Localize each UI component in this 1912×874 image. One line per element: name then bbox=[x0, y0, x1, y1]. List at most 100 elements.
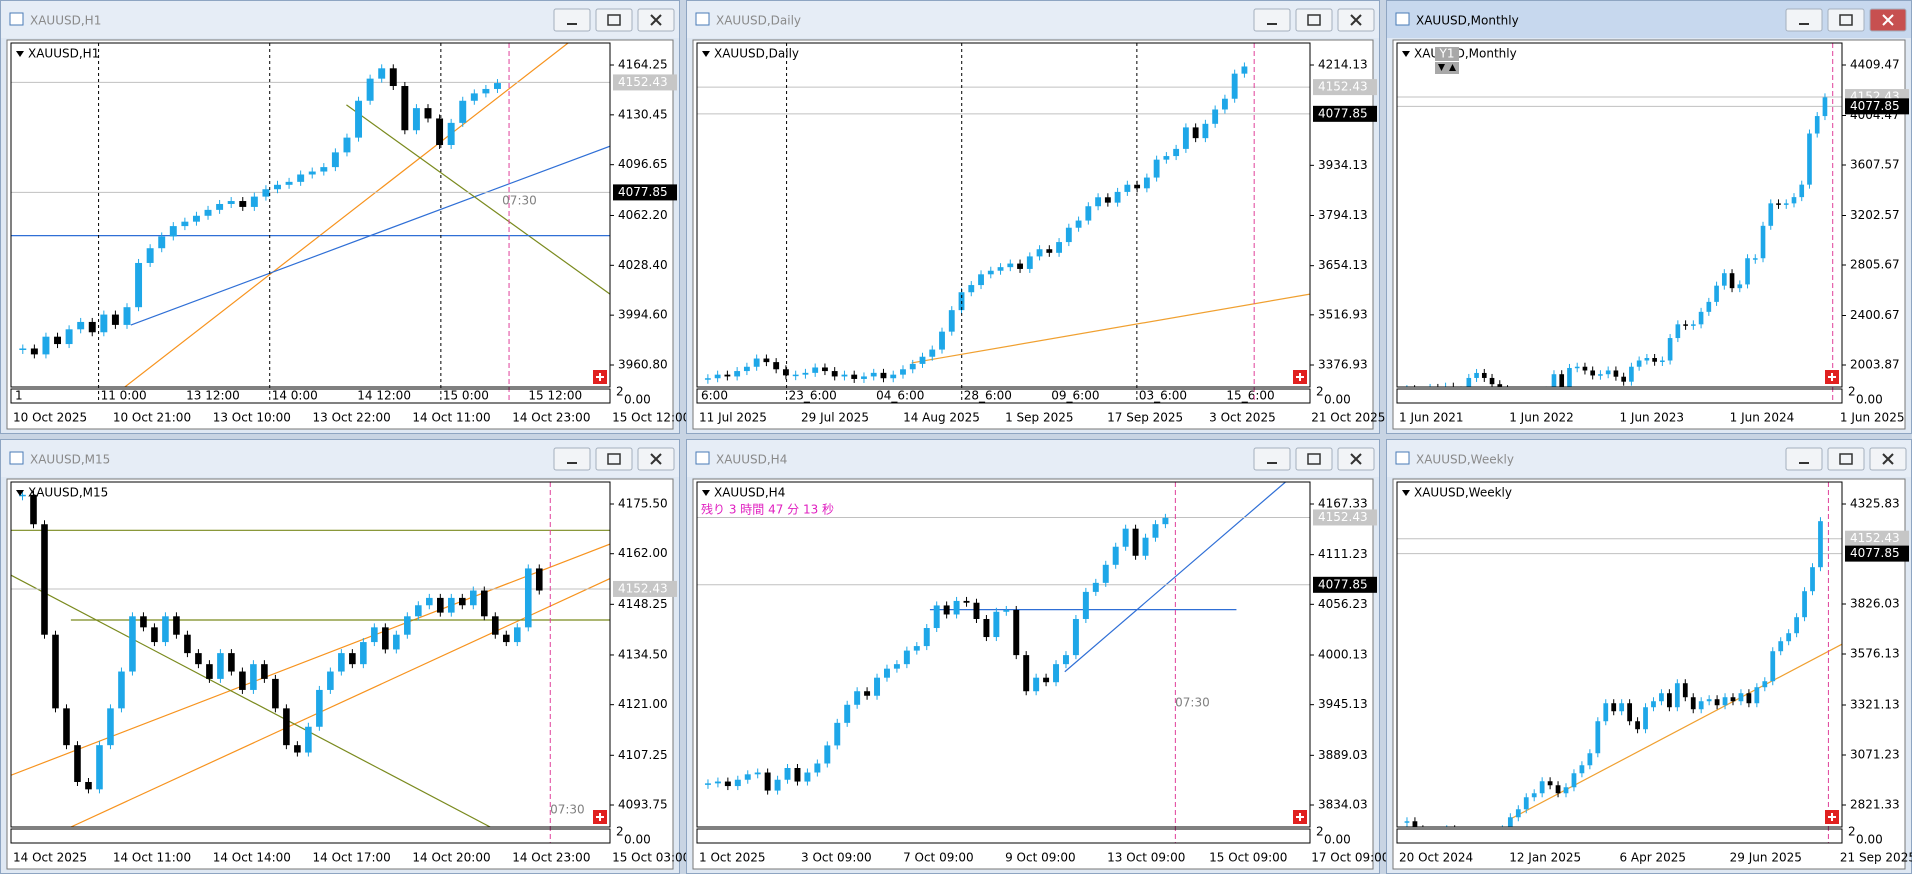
candle bbox=[447, 122, 455, 145]
candle bbox=[1124, 184, 1131, 192]
candle bbox=[331, 152, 339, 168]
chart-window: XAUUSD,H4 4167.33 4111.23 4056.23 4000.13 394… bbox=[686, 439, 1389, 874]
price-label: 4325.83 bbox=[1850, 497, 1900, 511]
close-button[interactable] bbox=[1337, 447, 1375, 471]
maximize-button[interactable] bbox=[1295, 8, 1333, 32]
maximize-button[interactable] bbox=[1827, 447, 1865, 471]
period-marker[interactable] bbox=[1435, 47, 1459, 61]
close-button[interactable] bbox=[637, 447, 675, 471]
candle bbox=[1481, 372, 1487, 378]
candle bbox=[1507, 817, 1513, 827]
candle bbox=[204, 209, 212, 216]
price-label: 2400.67 bbox=[1850, 308, 1900, 322]
minimize-button[interactable] bbox=[1253, 447, 1291, 471]
close-button[interactable] bbox=[637, 8, 675, 32]
candle bbox=[1746, 693, 1752, 704]
candle bbox=[900, 369, 906, 375]
candle bbox=[195, 653, 202, 665]
chart-area bbox=[6, 39, 674, 430]
minimize-button[interactable] bbox=[1785, 447, 1823, 471]
candle bbox=[308, 171, 316, 175]
separator-label: 14 0:00 bbox=[272, 389, 318, 403]
candle bbox=[753, 358, 760, 367]
candle bbox=[953, 600, 960, 615]
period-arrows[interactable] bbox=[1435, 62, 1459, 74]
candle bbox=[993, 611, 1000, 638]
separator-label: 15 12:00 bbox=[528, 389, 582, 403]
maximize-button[interactable] bbox=[595, 8, 633, 32]
price-label: 4134.50 bbox=[618, 647, 668, 661]
minimize-button[interactable] bbox=[1253, 8, 1291, 32]
menu-triangle[interactable] bbox=[16, 51, 24, 57]
candle bbox=[412, 108, 420, 131]
candle bbox=[118, 671, 125, 709]
button-face bbox=[1827, 8, 1865, 32]
candle bbox=[1114, 191, 1121, 203]
candle bbox=[1674, 683, 1680, 708]
maximize-button[interactable] bbox=[1295, 447, 1333, 471]
candle bbox=[1587, 753, 1593, 766]
menu-triangle[interactable] bbox=[1402, 490, 1410, 496]
candle bbox=[1221, 98, 1228, 110]
window-icon bbox=[695, 451, 710, 465]
candle bbox=[844, 704, 851, 723]
candle bbox=[909, 363, 916, 370]
time-label: 14 Oct 14:00 bbox=[213, 851, 291, 865]
menu-triangle[interactable] bbox=[16, 490, 24, 496]
close-button[interactable] bbox=[1337, 8, 1375, 32]
chart-area bbox=[692, 478, 1374, 870]
window-title: XAUUSD,H4 bbox=[716, 453, 787, 467]
minimize-button[interactable] bbox=[1785, 8, 1823, 32]
price-label: 3607.57 bbox=[1850, 158, 1900, 172]
window-title: XAUUSD,M15 bbox=[30, 453, 110, 467]
candle bbox=[834, 722, 841, 746]
candle bbox=[1822, 97, 1828, 117]
time-label: 14 Oct 23:00 bbox=[512, 851, 590, 865]
price-tag bbox=[1313, 79, 1377, 96]
candle bbox=[939, 331, 945, 350]
candle bbox=[1691, 324, 1696, 326]
price-label: 2805.67 bbox=[1850, 258, 1900, 272]
minimize-button[interactable] bbox=[553, 447, 591, 471]
separator-label: 09_6:00 bbox=[1051, 389, 1099, 403]
candle bbox=[1142, 537, 1149, 556]
icon bbox=[1839, 14, 1853, 26]
price-label: 3202.57 bbox=[1850, 208, 1900, 222]
candle bbox=[933, 605, 940, 629]
time-label: 13 Oct 10:00 bbox=[213, 411, 291, 425]
time-label: 13 Oct 09:00 bbox=[1107, 851, 1185, 865]
candle bbox=[54, 336, 61, 345]
button-face bbox=[1785, 447, 1823, 471]
window-icon bbox=[9, 451, 24, 465]
candle bbox=[524, 568, 532, 628]
candle bbox=[250, 664, 257, 690]
window-title: XAUUSD,H1 bbox=[30, 14, 101, 28]
menu-triangle[interactable] bbox=[702, 51, 710, 57]
minimize-button[interactable] bbox=[553, 8, 591, 32]
maximize-button[interactable] bbox=[1827, 8, 1865, 32]
candle bbox=[1683, 324, 1688, 326]
menu-triangle[interactable] bbox=[702, 490, 710, 496]
sub-scale: 0.00 bbox=[1324, 393, 1351, 407]
candle bbox=[360, 642, 367, 665]
candle bbox=[880, 372, 887, 379]
icon bbox=[650, 14, 662, 26]
sub-scale: 0.00 bbox=[1324, 833, 1351, 847]
time-label: 6 Apr 2025 bbox=[1619, 851, 1686, 865]
candle bbox=[327, 671, 334, 690]
candle bbox=[963, 600, 970, 603]
menu-triangle[interactable] bbox=[1402, 51, 1410, 57]
time-label: 3 Oct 2025 bbox=[1209, 411, 1276, 425]
maximize-button[interactable] bbox=[595, 447, 633, 471]
candle bbox=[1603, 703, 1609, 722]
candle bbox=[42, 336, 50, 355]
time-annotation: 07:30 bbox=[502, 194, 537, 208]
close-button[interactable] bbox=[1869, 8, 1907, 32]
candle bbox=[1698, 701, 1704, 710]
icon bbox=[1350, 453, 1362, 465]
candle bbox=[1202, 123, 1209, 139]
candle bbox=[1644, 358, 1650, 361]
time-label: 14 Oct 23:00 bbox=[512, 411, 590, 425]
close-button[interactable] bbox=[1869, 447, 1907, 471]
